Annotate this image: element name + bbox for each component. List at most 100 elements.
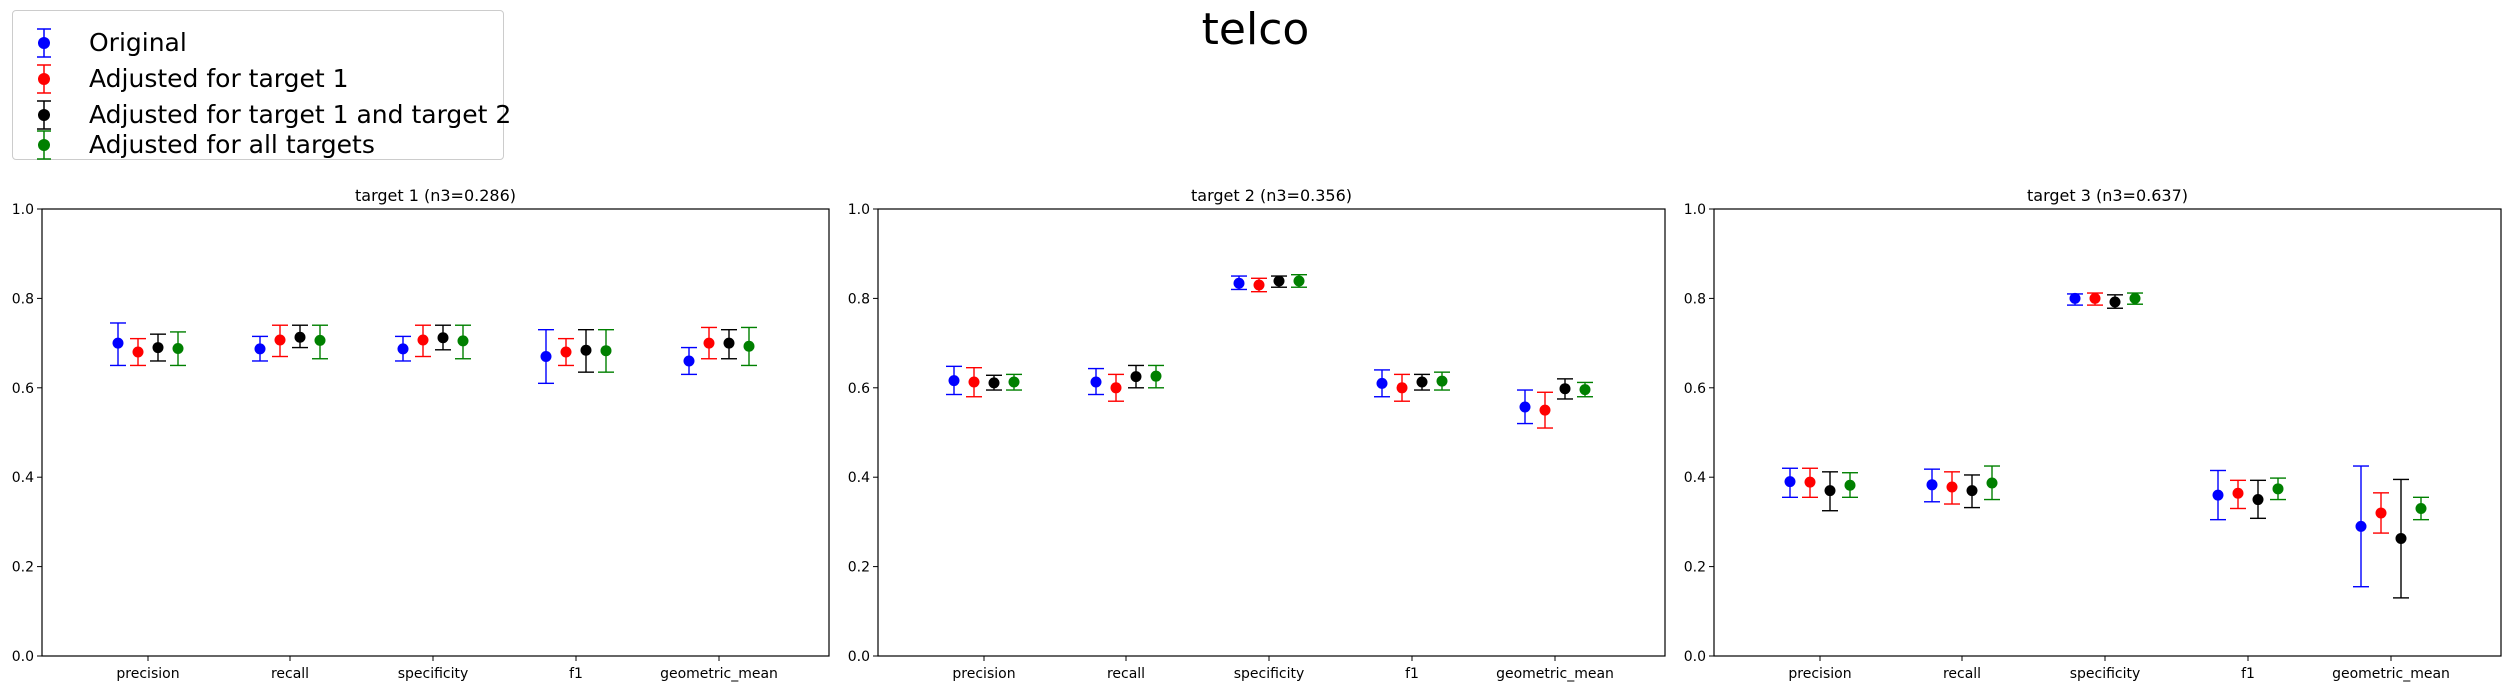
y-tick-label-3-1: 0.2 — [1684, 560, 1706, 576]
point-3-adjusted-for-target-1-and-target-2-precision — [1824, 485, 1836, 497]
legend-label-original: Original — [89, 28, 187, 57]
point-3-adjusted-for-target-1-recall — [1946, 481, 1958, 493]
y-tick-label-2-3: 0.6 — [848, 381, 870, 397]
plot-frame-3 — [1713, 208, 2502, 657]
subplot-title-3: target 3 (n3=0.637) — [2027, 186, 2188, 205]
point-2-adjusted-for-target-1-and-target-2-recall — [1130, 371, 1142, 383]
x-tick-label-1-geometric-mean: geometric_mean — [660, 666, 778, 682]
point-3-original-specificity — [2069, 292, 2081, 304]
point-1-adjusted-for-target-1-geometric-mean — [703, 337, 715, 349]
legend-label-adjusted-all: Adjusted for all targets — [89, 130, 375, 159]
point-1-adjusted-for-all-targets-specificity — [457, 335, 469, 347]
y-tick-label-3-5: 1.0 — [1684, 202, 1706, 218]
legend-entry-original: Original — [13, 25, 503, 61]
y-tick-label-2-4: 0.8 — [848, 291, 870, 307]
legend-entry-adjusted-all: Adjusted for all targets — [13, 130, 503, 160]
legend-entry-adjusted-target-1: Adjusted for target 1 — [13, 61, 503, 97]
point-1-original-geometric-mean — [683, 355, 695, 367]
point-1-adjusted-for-all-targets-precision — [172, 342, 184, 354]
x-tick-label-3-precision: precision — [1788, 666, 1851, 682]
subplot-title-2: target 2 (n3=0.356) — [1191, 186, 1352, 205]
point-1-adjusted-for-target-1-and-target-2-geometric-mean — [723, 337, 735, 349]
legend-marker-adjusted-all — [37, 130, 51, 160]
legend: Original Adjusted for target 1 Adjusted … — [12, 10, 511, 160]
y-tick-label-3-3: 0.6 — [1684, 381, 1706, 397]
y-tick-label-1-1: 0.2 — [12, 560, 34, 576]
point-1-adjusted-for-target-1-and-target-2-specificity — [437, 332, 449, 344]
point-2-adjusted-for-all-targets-geometric-mean — [1579, 384, 1591, 396]
x-tick-label-1-precision: precision — [116, 666, 179, 682]
legend-marker-adjusted-target-1-2 — [37, 100, 51, 130]
point-1-adjusted-for-target-1-specificity — [417, 334, 429, 346]
x-tick-label-3-f1: f1 — [2241, 666, 2255, 682]
y-tick-label-1-5: 1.0 — [12, 202, 34, 218]
point-2-adjusted-for-target-1-and-target-2-f1 — [1416, 376, 1428, 388]
legend-label-adjusted-target-1: Adjusted for target 1 — [89, 64, 349, 93]
point-2-adjusted-for-target-1-recall — [1110, 382, 1122, 394]
x-tick-label-1-specificity: specificity — [398, 666, 469, 682]
y-tick-label-3-4: 0.8 — [1684, 291, 1706, 307]
point-3-adjusted-for-all-targets-recall — [1986, 477, 1998, 489]
y-tick-label-1-3: 0.6 — [12, 381, 34, 397]
point-1-adjusted-for-target-1-precision — [132, 346, 144, 358]
point-2-original-recall — [1090, 376, 1102, 388]
point-3-adjusted-for-target-1-and-target-2-geometric-mean — [2395, 532, 2407, 544]
y-tick-label-1-0: 0.0 — [12, 649, 34, 665]
point-1-adjusted-for-target-1-f1 — [560, 346, 572, 358]
point-1-adjusted-for-target-1-and-target-2-precision — [152, 342, 164, 354]
x-tick-label-1-f1: f1 — [569, 666, 583, 682]
point-3-original-precision — [1784, 476, 1796, 488]
point-1-original-precision — [112, 337, 124, 349]
x-tick-label-3-recall: recall — [1943, 666, 1981, 682]
plot-frame-2 — [877, 208, 1666, 657]
point-2-original-f1 — [1376, 377, 1388, 389]
legend-label-adjusted-target-1-2: Adjusted for target 1 and target 2 — [89, 100, 512, 129]
point-2-adjusted-for-all-targets-recall — [1150, 370, 1162, 382]
legend-marker-original — [37, 28, 51, 58]
point-3-adjusted-for-target-1-and-target-2-specificity — [2109, 296, 2121, 308]
point-2-original-specificity — [1233, 277, 1245, 289]
x-tick-label-2-geometric-mean: geometric_mean — [1496, 666, 1614, 682]
point-3-original-recall — [1926, 479, 1938, 491]
point-3-adjusted-for-all-targets-f1 — [2272, 483, 2284, 495]
point-2-adjusted-for-target-1-precision — [968, 376, 980, 388]
point-2-adjusted-for-target-1-and-target-2-geometric-mean — [1559, 383, 1571, 395]
point-1-adjusted-for-target-1-and-target-2-f1 — [580, 344, 592, 356]
point-3-adjusted-for-target-1-precision — [1804, 476, 1816, 488]
y-tick-label-2-1: 0.2 — [848, 560, 870, 576]
point-3-original-geometric-mean — [2355, 520, 2367, 532]
y-tick-label-3-2: 0.4 — [1684, 470, 1706, 486]
x-tick-label-1-recall: recall — [271, 666, 309, 682]
x-tick-label-2-recall: recall — [1107, 666, 1145, 682]
point-1-original-f1 — [540, 351, 552, 363]
point-3-original-f1 — [2212, 489, 2224, 501]
point-2-adjusted-for-target-1-f1 — [1396, 382, 1408, 394]
x-tick-label-2-precision: precision — [952, 666, 1015, 682]
point-1-adjusted-for-target-1-and-target-2-recall — [294, 331, 306, 343]
point-2-original-geometric-mean — [1519, 401, 1531, 413]
y-tick-label-3-0: 0.0 — [1684, 649, 1706, 665]
x-tick-label-3-specificity: specificity — [2070, 666, 2141, 682]
point-1-adjusted-for-target-1-recall — [274, 334, 286, 346]
subplot-title-1: target 1 (n3=0.286) — [355, 186, 516, 205]
y-tick-label-2-5: 1.0 — [848, 202, 870, 218]
point-2-adjusted-for-all-targets-precision — [1008, 376, 1020, 388]
point-3-adjusted-for-target-1-specificity — [2089, 292, 2101, 304]
point-2-adjusted-for-target-1-and-target-2-precision — [988, 377, 1000, 389]
point-1-original-specificity — [397, 343, 409, 355]
point-2-adjusted-for-target-1-and-target-2-specificity — [1273, 275, 1285, 287]
legend-entry-adjusted-target-1-2: Adjusted for target 1 and target 2 — [13, 97, 511, 133]
y-tick-label-2-2: 0.4 — [848, 470, 870, 486]
y-tick-label-1-2: 0.4 — [12, 470, 34, 486]
point-3-adjusted-for-target-1-and-target-2-f1 — [2252, 494, 2264, 506]
point-2-adjusted-for-target-1-specificity — [1253, 279, 1265, 291]
plot-frame-1 — [41, 208, 830, 657]
point-3-adjusted-for-all-targets-precision — [1844, 479, 1856, 491]
x-tick-label-2-f1: f1 — [1405, 666, 1419, 682]
point-2-adjusted-for-target-1-geometric-mean — [1539, 404, 1551, 416]
point-3-adjusted-for-target-1-f1 — [2232, 487, 2244, 499]
legend-marker-adjusted-target-1 — [37, 64, 51, 94]
figure-title: telco — [1201, 4, 1310, 55]
point-2-adjusted-for-all-targets-specificity — [1293, 275, 1305, 287]
